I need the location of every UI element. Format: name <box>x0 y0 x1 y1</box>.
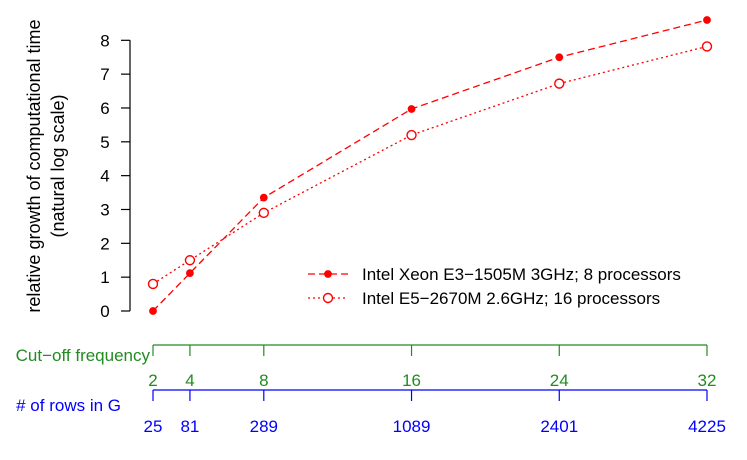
series-2-point <box>184 255 196 266</box>
cutoff-axis-tick-label: 24 <box>550 371 569 390</box>
rows-axis-tick-label: 81 <box>180 417 199 436</box>
cutoff-axis-tick-label: 32 <box>698 371 717 390</box>
y-tick-label: 0 <box>100 302 109 321</box>
series-1-point <box>407 105 416 113</box>
legend: Intel Xeon E3−1505M 3GHz; 8 processors In… <box>308 265 681 308</box>
legend-marker-1 <box>324 270 332 278</box>
rows-axis-tick-label: 1089 <box>393 417 431 436</box>
y-tick-label: 2 <box>100 234 109 253</box>
series-layer <box>147 16 713 315</box>
series-2-point <box>701 41 713 52</box>
rows-axis-tick-label: 4225 <box>688 417 726 436</box>
y-axis: 0 1 2 3 4 5 6 7 8 <box>100 31 131 321</box>
series-2-point <box>258 207 269 219</box>
cutoff-axis-tick-label: 8 <box>259 371 268 390</box>
cutoff-axis-tick-label: 4 <box>185 371 194 390</box>
series-1-point <box>149 307 157 315</box>
series-1-point <box>703 16 711 24</box>
cutoff-axis-tick-label: 16 <box>402 371 421 390</box>
series-1-point <box>259 193 268 202</box>
y-tick-label: 7 <box>100 65 109 84</box>
rows-axis-title: # of rows in G <box>16 396 121 415</box>
series-2-point <box>147 278 159 290</box>
y-tick-label: 8 <box>100 31 109 50</box>
rows-axis-tick-label: 2401 <box>540 417 578 436</box>
legend-label-2: Intel E5−2670M 2.6GHz; 16 processors <box>362 289 660 308</box>
cutoff-axis-tick-label: 2 <box>148 371 157 390</box>
series-line-2 <box>152 45 708 285</box>
rows-axis-tick-label: 289 <box>250 417 278 436</box>
y-tick-label: 6 <box>100 99 109 118</box>
y-axis-label-line1: relative growth of computational time <box>24 19 44 312</box>
series-1-point <box>555 53 564 62</box>
y-tick-label: 1 <box>100 268 109 287</box>
series-line-1 <box>152 19 708 312</box>
legend-marker-2 <box>322 292 334 304</box>
legend-label-1: Intel Xeon E3−1505M 3GHz; 8 processors <box>362 265 681 284</box>
series-2-point <box>406 129 417 141</box>
rows-in-g-axis: 25 81 289 1089 2401 4225 # of rows in G <box>16 389 726 436</box>
rows-axis-tick-label: 25 <box>144 417 163 436</box>
y-tick-label: 5 <box>100 133 109 152</box>
y-tick-label: 4 <box>100 167 109 186</box>
y-axis-label-line2: (natural log scale) <box>48 94 68 237</box>
series-1-point <box>186 269 194 278</box>
cutoff-axis-title: Cut−off frequency <box>16 346 151 365</box>
y-tick-label: 3 <box>100 200 109 219</box>
series-2-point <box>554 78 565 89</box>
